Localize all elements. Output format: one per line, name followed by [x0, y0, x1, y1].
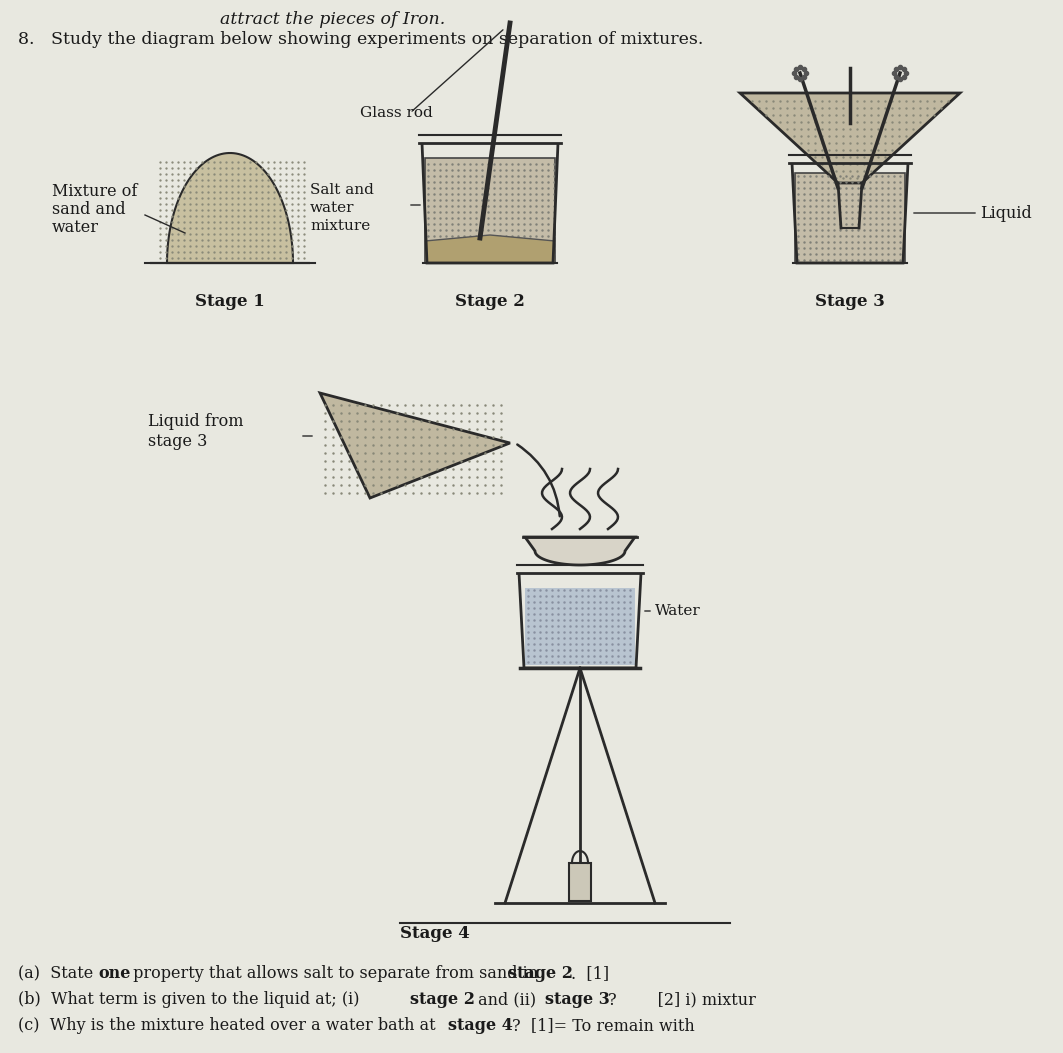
Text: Liquid from: Liquid from [148, 413, 243, 430]
Text: Stage 4: Stage 4 [400, 925, 470, 942]
Bar [569, 863, 591, 901]
Text: one: one [98, 965, 131, 982]
Text: stage 3: stage 3 [545, 991, 610, 1008]
Text: Glass rod: Glass rod [360, 106, 433, 120]
Text: property that allows salt to separate from sand in: property that allows salt to separate fr… [128, 965, 543, 982]
Text: and (ii): and (ii) [473, 991, 541, 1008]
Text: ?        [2] i) mixtur: ? [2] i) mixtur [608, 991, 756, 1008]
Text: (a)  State: (a) State [18, 965, 99, 982]
Text: Liquid: Liquid [980, 204, 1032, 221]
Text: .  [1]: . [1] [571, 965, 609, 982]
Text: ?  [1]= To remain with: ? [1]= To remain with [512, 1017, 695, 1034]
Polygon shape [320, 393, 510, 498]
Text: mixture: mixture [310, 219, 370, 233]
Text: stage 4: stage 4 [448, 1017, 512, 1034]
Polygon shape [425, 235, 555, 263]
Text: Stage 2: Stage 2 [455, 293, 525, 310]
Text: sand and: sand and [52, 201, 125, 218]
Text: stage 2: stage 2 [410, 991, 475, 1008]
Polygon shape [150, 153, 310, 263]
Text: attract the pieces of Iron.: attract the pieces of Iron. [220, 11, 445, 28]
Text: (c)  Why is the mixture heated over a water bath at: (c) Why is the mixture heated over a wat… [18, 1017, 441, 1034]
Text: stage 3: stage 3 [148, 433, 207, 450]
Text: stage 2: stage 2 [508, 965, 573, 982]
Text: water: water [310, 201, 354, 215]
Text: Stage 3: Stage 3 [815, 293, 884, 310]
Text: 8.   Study the diagram below showing experiments on separation of mixtures.: 8. Study the diagram below showing exper… [18, 31, 704, 48]
Text: water: water [52, 219, 99, 236]
Text: Stage 1: Stage 1 [196, 293, 265, 310]
Text: Salt and: Salt and [310, 183, 374, 197]
Text: (b)  What term is given to the liquid at; (i): (b) What term is given to the liquid at;… [18, 991, 365, 1008]
Bar [425, 158, 555, 263]
Polygon shape [740, 93, 960, 183]
Bar [525, 588, 635, 665]
Text: Water: Water [655, 604, 701, 618]
Text: Mixture of: Mixture of [52, 183, 137, 200]
Polygon shape [525, 537, 635, 565]
Bar [795, 173, 905, 263]
